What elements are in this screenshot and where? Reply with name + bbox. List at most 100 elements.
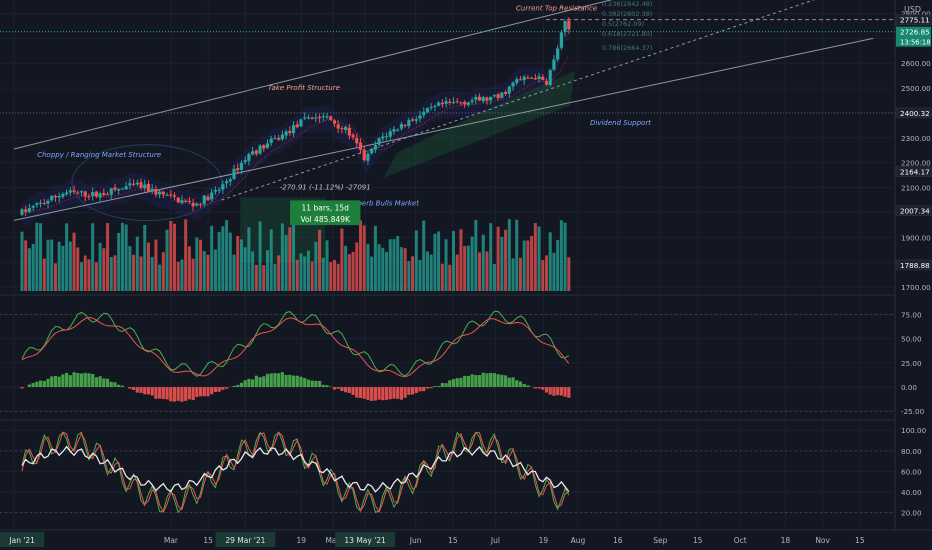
volume-bar <box>563 222 567 291</box>
histogram-bar <box>232 385 236 388</box>
histogram-bar <box>98 376 102 388</box>
time-tick-label: 19 <box>539 536 549 545</box>
candle-body <box>344 126 348 130</box>
volume-bar <box>109 256 113 291</box>
histogram-bar <box>50 376 54 388</box>
histogram-bar <box>31 383 35 388</box>
histogram-bar <box>254 375 258 388</box>
histogram-bar <box>496 374 500 388</box>
candle-body <box>362 149 366 161</box>
candle-body <box>165 194 169 196</box>
volume-bar <box>448 264 452 291</box>
volume-bar <box>180 259 184 291</box>
price-marker-label: 2400.32 <box>900 109 930 118</box>
volume-bar <box>169 220 173 291</box>
histogram-bar <box>176 387 180 401</box>
candle-body <box>243 160 247 163</box>
annotation-label: Superb Bulls Market <box>348 200 419 208</box>
histogram-bar <box>351 387 355 395</box>
candle-body <box>567 20 571 30</box>
histogram-bar <box>533 387 537 389</box>
volume-bar <box>53 263 57 291</box>
histogram-bar <box>541 387 545 390</box>
fib-level-label: 0.382(2802.38) <box>602 10 653 18</box>
price-tick-label: 1900.00 <box>901 233 931 242</box>
candle-body <box>317 116 322 119</box>
candle-body <box>403 124 407 126</box>
histogram-bar <box>284 374 288 388</box>
candle-body <box>277 137 281 140</box>
volume-bar <box>72 232 76 291</box>
candle-body <box>425 108 430 113</box>
histogram-bar <box>310 380 314 388</box>
histogram-bar <box>198 387 203 397</box>
histogram-bar <box>463 375 467 388</box>
volume-bar <box>370 256 374 291</box>
histogram-bar <box>340 387 344 391</box>
candle-body <box>507 86 511 94</box>
volume-bar <box>42 258 46 291</box>
osc2-tick-label: 20.00 <box>901 509 922 518</box>
volume-bar <box>537 226 541 291</box>
histogram-bar <box>422 387 426 392</box>
measure-label: 11 bars, 15d <box>302 203 350 212</box>
candle-body <box>388 131 392 137</box>
histogram-bar <box>440 383 444 388</box>
candle-body <box>27 207 32 212</box>
candle-body <box>477 96 482 101</box>
volume-bar <box>351 251 355 291</box>
candle-body <box>433 105 437 107</box>
histogram-bar <box>210 387 214 395</box>
histogram-bar <box>35 381 39 388</box>
histogram-bar <box>563 387 567 397</box>
osc1-tick-label: 25.00 <box>901 359 922 368</box>
histogram-bar <box>481 372 485 388</box>
candle-body <box>280 134 284 140</box>
histogram-bar <box>470 374 474 388</box>
price-axis[interactable]: 1700.001800.001900.002000.002100.002200.… <box>894 0 932 550</box>
histogram-bar <box>552 387 556 396</box>
volume-bar <box>518 257 522 291</box>
volume-bar <box>489 223 493 291</box>
volume-bar <box>76 247 80 291</box>
histogram-bar <box>425 387 430 389</box>
volume-bar <box>150 257 154 291</box>
volume-bar <box>68 241 72 291</box>
volume-bar <box>522 240 526 291</box>
volume-bar <box>251 251 255 291</box>
histogram-bar <box>548 387 552 395</box>
volume-bar <box>530 236 534 291</box>
candle-body <box>407 120 411 127</box>
volume-bar <box>80 262 83 291</box>
volume-bar <box>232 254 236 291</box>
volume-bar <box>199 239 203 291</box>
candle-body <box>329 116 333 120</box>
time-tick-label: 19 <box>297 536 307 545</box>
annotation-label: Take Profit Structure <box>268 84 340 92</box>
volume-bars <box>20 219 571 291</box>
volume-bar <box>425 251 429 291</box>
histogram-bar <box>224 387 229 389</box>
histogram-bar <box>206 387 210 397</box>
volume-bar <box>355 242 359 291</box>
time-axis[interactable]: Jan '21 Mar 15 29 Mar '21 19 May 13 May '21 Jun… <box>0 529 932 550</box>
candle-body <box>559 32 563 48</box>
candle-body <box>355 137 359 144</box>
price-marker <box>895 259 932 271</box>
histogram-bar <box>299 376 303 388</box>
volume-bar <box>139 256 143 291</box>
candle-body <box>53 195 58 198</box>
candle-body <box>310 117 314 119</box>
volume-bar <box>102 248 106 291</box>
candle-body <box>87 196 91 198</box>
volume-bar <box>496 226 500 291</box>
time-tick-label: 15 <box>855 536 865 545</box>
volume-bar <box>228 232 232 291</box>
time-highlight-box <box>0 532 45 547</box>
time-tick-label: Jun <box>409 536 422 545</box>
candle-body <box>184 200 188 202</box>
volume-bar <box>292 223 296 291</box>
price-marker-label: 2164.17 <box>900 168 930 177</box>
candle-body <box>503 92 508 94</box>
